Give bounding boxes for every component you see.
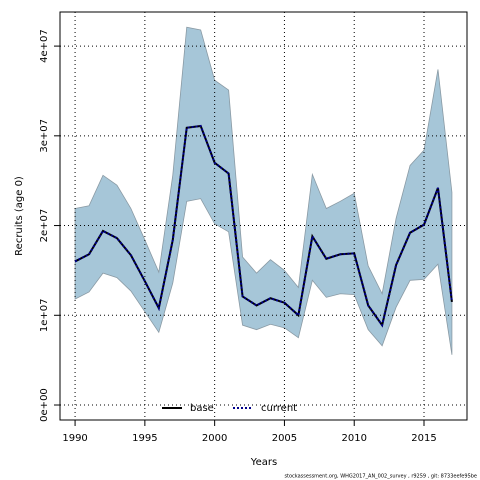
x-tick-label: 1990 (62, 433, 87, 444)
x-tick-label: 1995 (132, 433, 157, 444)
y-tick-label: 4e+07 (39, 29, 50, 63)
legend-label: base (190, 403, 214, 414)
y-tick-label: 3e+07 (39, 119, 50, 153)
x-tick-label: 2010 (341, 433, 366, 444)
x-tick-label: 2000 (202, 433, 227, 444)
footer: stockassessment.org, WHG2017_AN_002_surv… (284, 474, 477, 480)
y-tick-label: 0e+00 (39, 388, 50, 422)
x-axis-label: Years (250, 457, 277, 468)
y-axis-label: Recruits (age 0) (14, 176, 25, 256)
x-tick-label: 2015 (411, 433, 436, 444)
x-tick-label: 2005 (272, 433, 297, 444)
series-line (74, 124, 453, 328)
plot-frame (59, 11, 468, 421)
legend-label: current (261, 403, 297, 414)
y-tick-label: 1e+07 (39, 298, 50, 332)
y-tick-label: 2e+07 (39, 209, 50, 243)
confidence-band (74, 26, 453, 355)
